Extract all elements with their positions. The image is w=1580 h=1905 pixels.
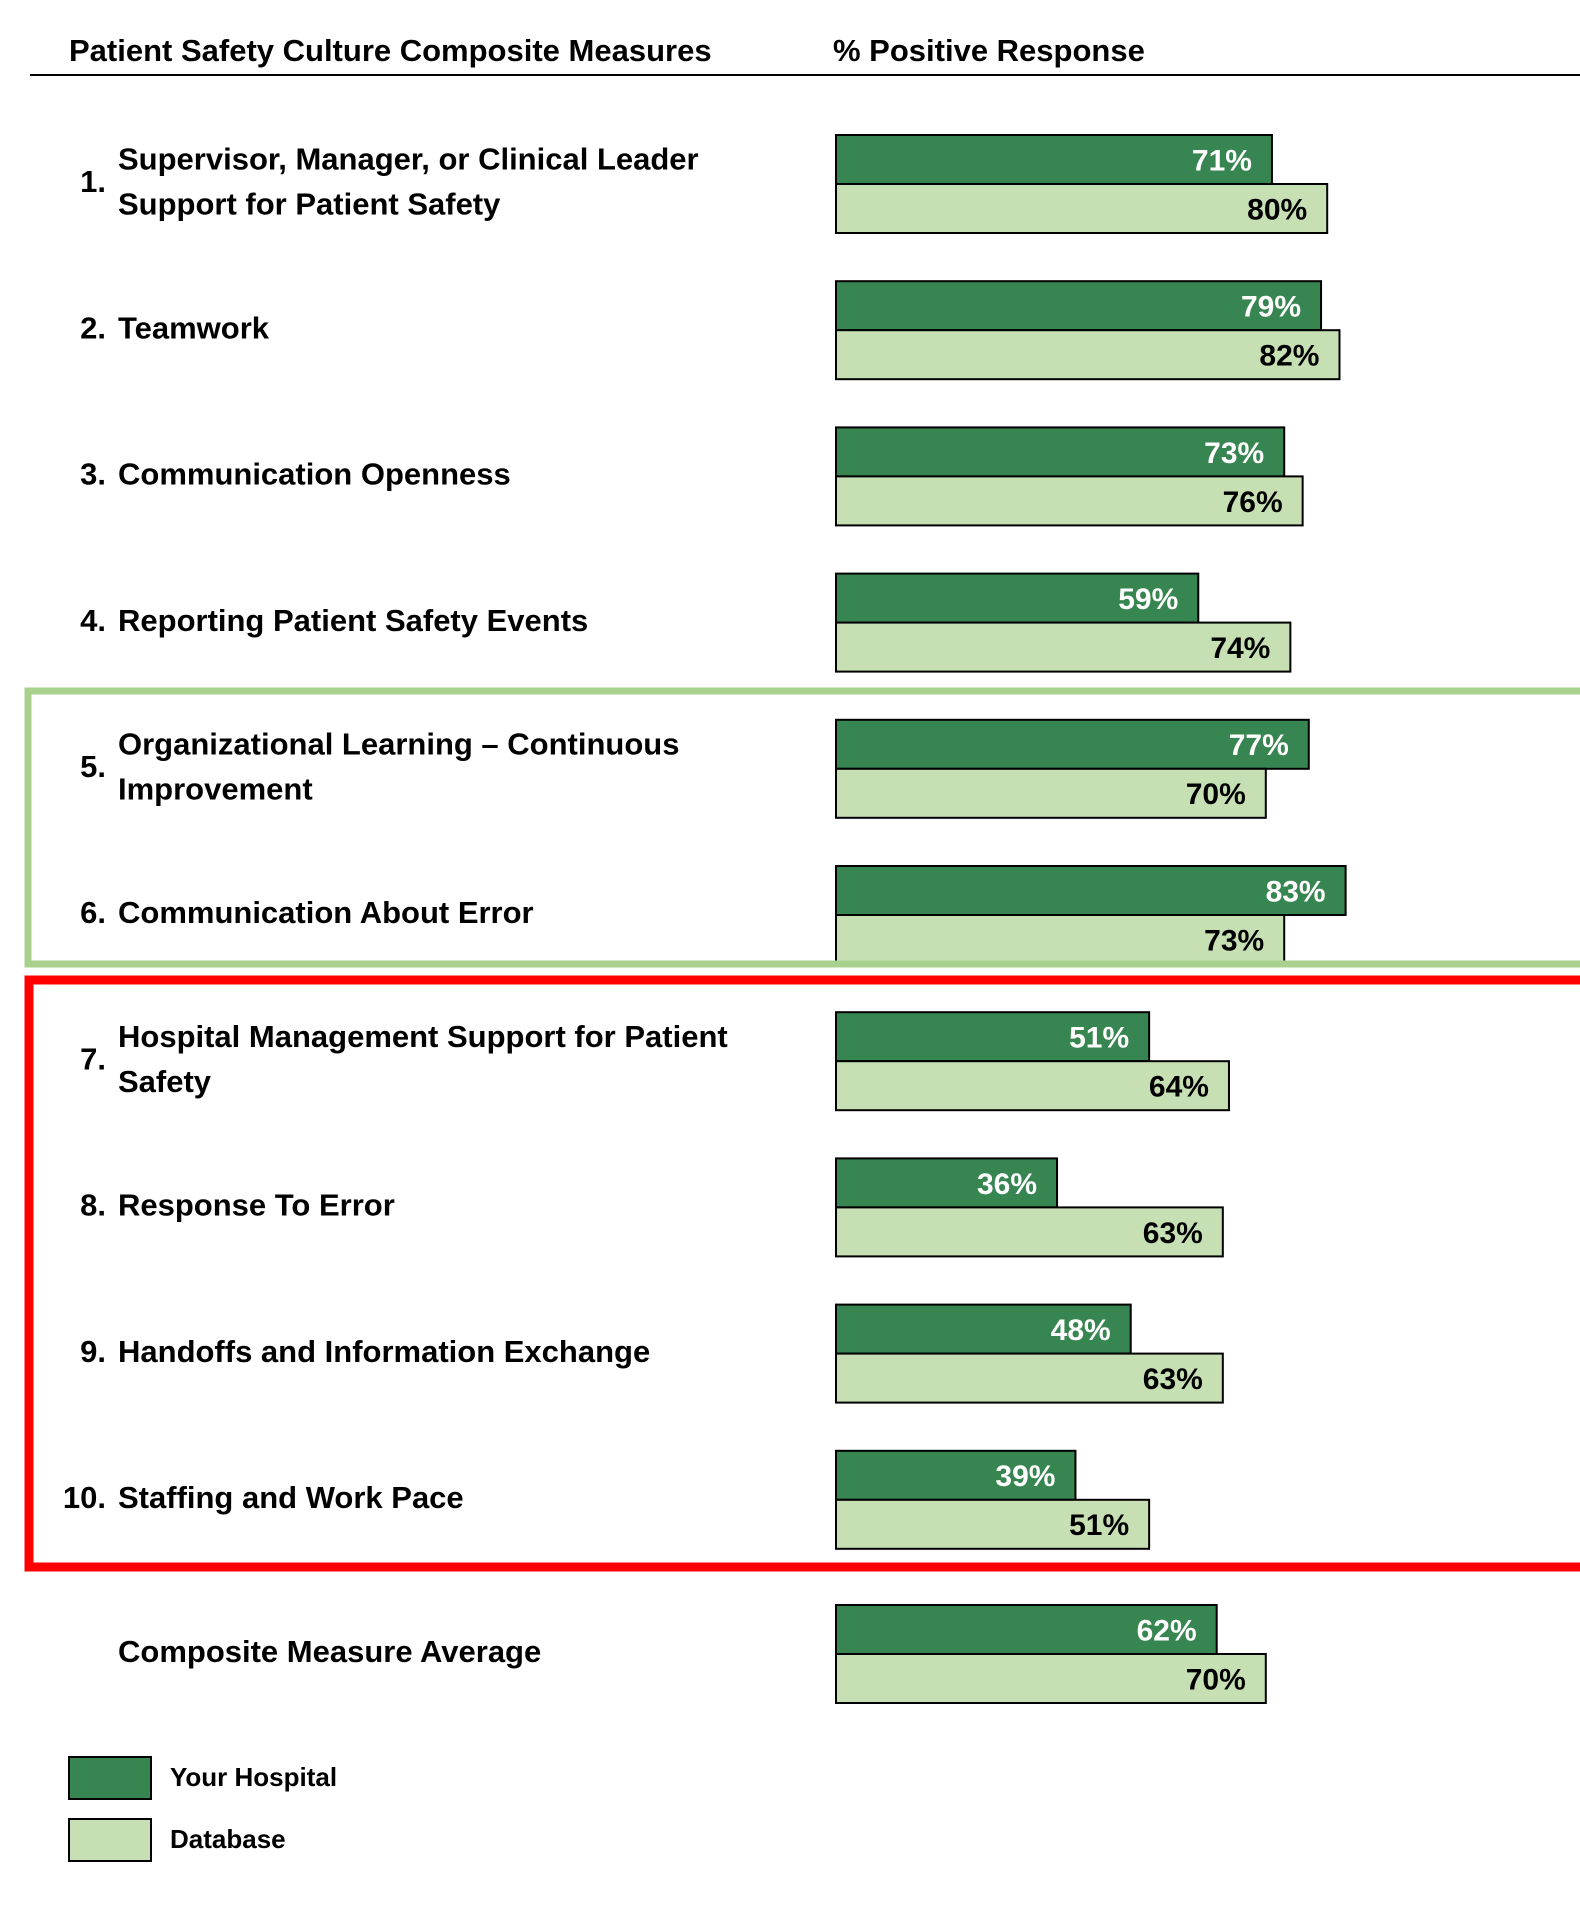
- value-label: 71%: [1192, 144, 1252, 177]
- value-label: 63%: [1143, 1217, 1203, 1250]
- value-label: 64%: [1149, 1071, 1209, 1104]
- category-label: Teamwork: [118, 310, 270, 345]
- value-label: 77%: [1229, 729, 1289, 762]
- bar: [835, 183, 1329, 234]
- bar: [835, 1206, 1224, 1258]
- bar: [835, 1498, 1151, 1550]
- highlight-box: [24, 687, 1580, 968]
- value-label: 48%: [1051, 1314, 1111, 1347]
- value-label: 36%: [977, 1168, 1037, 1201]
- value-label: 73%: [1204, 924, 1264, 957]
- bar: [835, 1449, 1077, 1501]
- category-label: Composite Measure Average: [118, 1634, 541, 1669]
- value-label: 70%: [1186, 1663, 1246, 1696]
- value-label: 83%: [1266, 875, 1326, 908]
- value-label: 74%: [1210, 632, 1270, 665]
- category-number: 10.: [63, 1480, 106, 1515]
- value-label: 51%: [1069, 1022, 1129, 1055]
- value-label: 76%: [1223, 486, 1283, 519]
- category-label: Supervisor, Manager, or Clinical Leader: [118, 142, 699, 177]
- legend-swatch: [68, 1756, 152, 1800]
- category-label: Communication About Error: [118, 895, 534, 930]
- category-label: Reporting Patient Safety Events: [118, 603, 588, 638]
- value-label: 82%: [1259, 340, 1319, 373]
- category-number: 1.: [80, 164, 106, 199]
- category-number: 7.: [80, 1041, 106, 1076]
- category-label: Response To Error: [118, 1188, 395, 1223]
- bar: [835, 572, 1200, 624]
- category-label: Safety: [118, 1064, 212, 1099]
- value-label: 59%: [1118, 583, 1178, 616]
- value-label: 62%: [1137, 1614, 1197, 1647]
- bar: [835, 1352, 1224, 1404]
- value-label: 79%: [1241, 291, 1301, 324]
- bar: [835, 718, 1310, 770]
- category-number: 4.: [80, 603, 106, 638]
- value-label: 80%: [1247, 193, 1307, 226]
- bar: [835, 426, 1286, 478]
- value-label: 39%: [995, 1460, 1055, 1493]
- bar: [835, 621, 1292, 673]
- category-label: Communication Openness: [118, 457, 511, 492]
- bar: [835, 767, 1267, 819]
- highlight-box: [24, 975, 1580, 1572]
- category-label: Hospital Management Support for Patient: [118, 1019, 728, 1054]
- category-label: Staffing and Work Pace: [118, 1480, 464, 1515]
- bar: [835, 914, 1286, 965]
- category-number: 9.: [80, 1334, 106, 1369]
- bar: [835, 1157, 1059, 1209]
- bar: [835, 1653, 1267, 1704]
- category-number: 5.: [80, 749, 106, 784]
- category-number: 3.: [80, 457, 106, 492]
- value-label: 73%: [1204, 437, 1264, 470]
- chart-title: Patient Safety Culture Composite Measure…: [69, 33, 712, 68]
- bar: [835, 329, 1341, 381]
- value-label: 70%: [1186, 778, 1246, 811]
- value-label: 51%: [1069, 1509, 1129, 1542]
- category-label: Handoffs and Information Exchange: [118, 1334, 650, 1369]
- bar: [835, 865, 1347, 916]
- legend-swatch: [68, 1818, 152, 1862]
- legend-label: Your Hospital: [170, 1762, 337, 1792]
- category-label: Improvement: [118, 771, 313, 806]
- legend-label: Database: [170, 1824, 286, 1854]
- bar: [835, 475, 1304, 527]
- category-number: 2.: [80, 310, 106, 345]
- value-label: 63%: [1143, 1363, 1203, 1396]
- category-number: 8.: [80, 1188, 106, 1223]
- bar: [835, 1060, 1230, 1112]
- axis-label: % Positive Response: [833, 33, 1145, 68]
- bar: [835, 1011, 1151, 1063]
- category-label: Organizational Learning – Continuous: [118, 726, 679, 761]
- category-label: Support for Patient Safety: [118, 187, 501, 222]
- category-number: 6.: [80, 895, 106, 930]
